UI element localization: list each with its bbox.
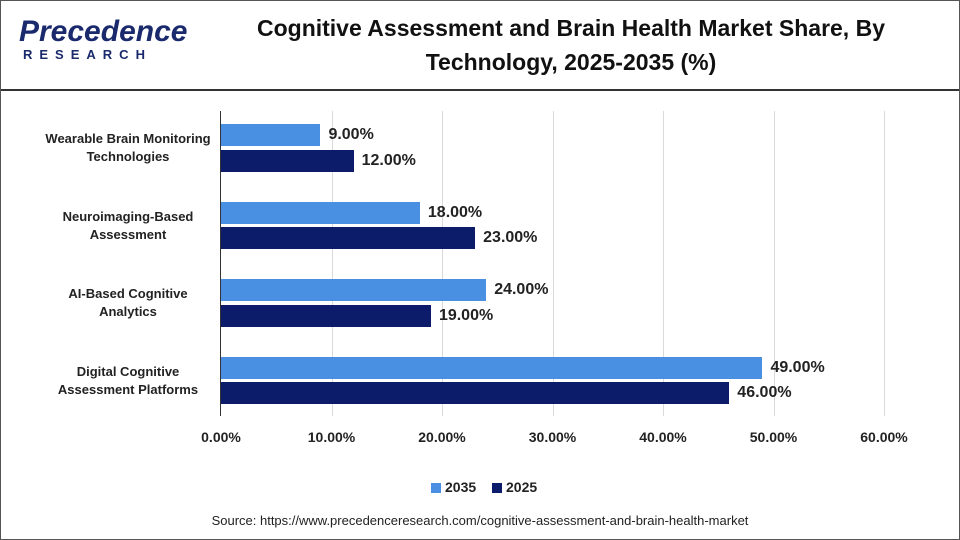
legend-swatch <box>492 483 502 493</box>
bar <box>221 227 476 249</box>
value-label: 19.00% <box>438 306 494 324</box>
value-label: 23.00% <box>483 229 538 246</box>
value-label: 12.00% <box>361 151 416 169</box>
bar <box>221 304 431 327</box>
legend-swatch <box>431 483 441 493</box>
grid-line <box>884 111 885 416</box>
logo-tagline: RESEARCH <box>23 47 152 62</box>
x-tick-label: 40.00% <box>639 429 687 445</box>
grid-line <box>663 111 664 416</box>
x-tick-label: 30.00% <box>528 429 577 445</box>
grid-line <box>442 111 443 416</box>
y-tick-label: AI-Based Cognitive Analytics <box>68 286 188 319</box>
value-label: 9.00% <box>328 126 374 143</box>
chart-title: Cognitive Assessment and Brain Health Ma… <box>256 15 885 75</box>
value-label: 24.00% <box>494 281 549 298</box>
y-tick-label: Wearable Brain Monitoring Technologies <box>45 131 211 164</box>
bar <box>221 201 420 224</box>
x-tick-label: 50.00% <box>749 429 798 445</box>
x-tick-label: 60.00% <box>860 429 908 445</box>
source: Source: https://www.precedenceresearch.c… <box>211 513 749 528</box>
grid-line <box>331 111 333 416</box>
x-tick-label: 20.00% <box>418 429 466 445</box>
bar <box>221 124 321 146</box>
y-tick-label: Neuroimaging-Based Assessment <box>62 208 194 242</box>
bar <box>221 356 763 379</box>
bar <box>221 279 487 301</box>
legend-label: 2035 <box>445 479 477 495</box>
x-tick-label: 0.00% <box>201 429 241 445</box>
value-label: 18.00% <box>427 203 483 221</box>
y-axis-line <box>220 111 221 416</box>
bar <box>221 149 354 172</box>
y-tick-label: Digital Cognitive Assessment Platforms <box>57 363 199 397</box>
bar <box>221 382 730 404</box>
header-rule <box>1 89 959 91</box>
logo-name: Precedence <box>19 15 188 48</box>
value-label: 49.00% <box>770 358 825 376</box>
value-label: 46.00% <box>737 384 792 401</box>
grid-line <box>773 111 775 416</box>
legend-label: 2025 <box>506 479 538 495</box>
grid-line <box>552 111 554 416</box>
x-tick-label: 10.00% <box>307 429 356 445</box>
